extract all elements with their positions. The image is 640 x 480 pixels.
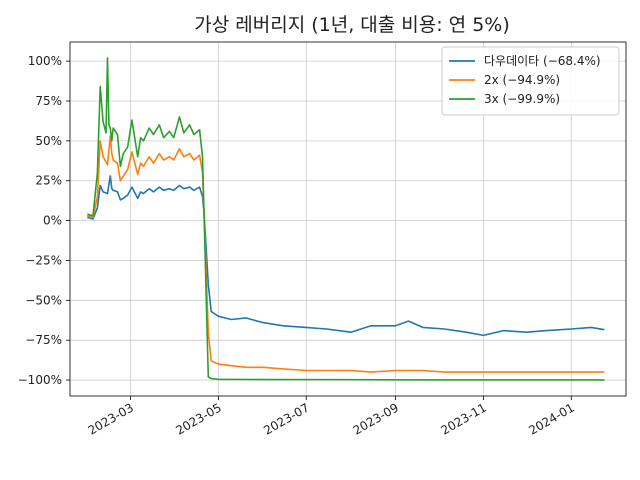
y-tick-label: −100% bbox=[18, 373, 62, 387]
y-tick-label: −50% bbox=[25, 293, 62, 307]
y-tick-label: −25% bbox=[25, 253, 62, 267]
y-tick-label: 100% bbox=[28, 54, 62, 68]
legend-label-0: 다우데이타 (−68.4%) bbox=[484, 54, 601, 68]
y-tick-label: 50% bbox=[35, 134, 62, 148]
y-tick-label: −75% bbox=[25, 333, 62, 347]
chart-title: 가상 레버리지 (1년, 대출 비용: 연 5%) bbox=[194, 14, 510, 36]
legend-label-1: 2x (−94.9%) bbox=[484, 73, 560, 87]
legend-label-2: 3x (−99.9%) bbox=[484, 92, 560, 106]
legend: 다우데이타 (−68.4%) 2x (−94.9%) 3x (−99.9%) bbox=[442, 47, 619, 115]
y-tick-label: 25% bbox=[35, 174, 62, 188]
y-tick-label: 75% bbox=[35, 94, 62, 108]
y-tick-label: 0% bbox=[43, 214, 62, 228]
